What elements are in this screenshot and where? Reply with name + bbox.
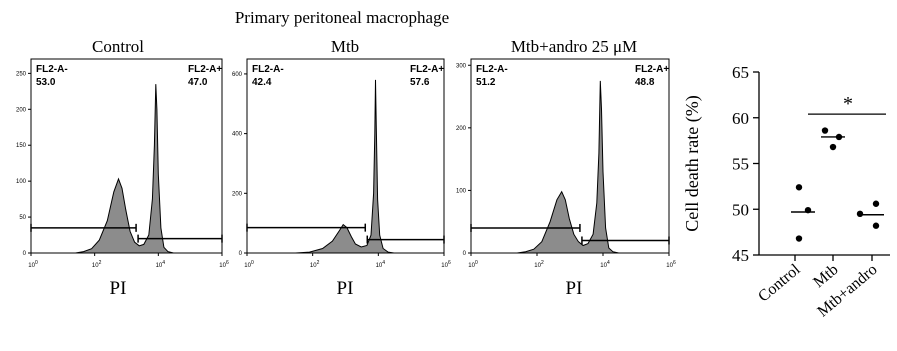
x-tick-exponent: 0: [251, 260, 254, 266]
data-point: [872, 200, 880, 207]
histogram-area: [75, 84, 174, 254]
gate-name-label: FL2-A+: [635, 64, 669, 75]
x-tick-label: 100: [28, 260, 38, 269]
x-tick-label: 100: [244, 260, 254, 269]
x-tick-base: 10: [534, 263, 541, 269]
x-tick-exponent: 0: [35, 260, 38, 266]
x-tick-label: 106: [666, 260, 676, 269]
y-tick-label: 45: [732, 246, 749, 265]
panel-title: Control: [92, 37, 144, 56]
y-tick-label: 50: [19, 215, 26, 221]
y-tick-label: 100: [16, 179, 27, 185]
y-tick-label: 50: [732, 200, 749, 219]
data-point: [821, 127, 829, 134]
data-point: [856, 210, 864, 218]
y-tick-label: 0: [23, 251, 27, 257]
x-tick-label: 100: [468, 260, 478, 269]
gate-value-label: 51.2: [476, 77, 496, 88]
x-tick-exponent: 4: [382, 260, 385, 266]
x-tick-exponent: 2: [541, 260, 544, 266]
x-tick-base: 10: [376, 263, 383, 269]
x-tick-exponent: 6: [673, 260, 676, 266]
panel-title: Mtb+andro 25 μM: [511, 37, 637, 56]
y-tick-label: 600: [232, 72, 243, 78]
x-tick-base: 10: [666, 263, 673, 269]
x-tick-base: 10: [156, 263, 163, 269]
data-point: [872, 222, 880, 229]
data-point: [795, 235, 803, 242]
y-tick-label: 250: [16, 71, 27, 77]
x-tick-base: 10: [310, 263, 317, 269]
y-tick-label: 0: [463, 251, 467, 257]
y-tick-label: 200: [456, 126, 467, 132]
gate-name-label: FL2-A-: [252, 64, 284, 75]
x-axis-label: PI: [337, 278, 354, 299]
x-tick-base: 10: [28, 263, 35, 269]
x-tick-label: 104: [600, 260, 610, 269]
x-tick-label: 102: [92, 260, 102, 269]
x-tick-exponent: 4: [607, 260, 610, 266]
gate-value-label: 42.4: [252, 77, 272, 88]
y-axis-label: Cell death rate (%): [682, 95, 703, 231]
x-axis-label: PI: [110, 278, 127, 299]
x-tick-base: 10: [92, 263, 99, 269]
histogram-panel: Mtb+andro 25 μMFL2-A-51.2FL2-A+48.801002…: [456, 37, 676, 299]
gate-name-label: FL2-A-: [476, 64, 508, 75]
y-tick-label: 55: [732, 155, 749, 174]
y-tick-label: 400: [232, 132, 243, 138]
gate-value-label: 53.0: [36, 77, 56, 88]
x-tick-exponent: 4: [162, 260, 165, 266]
x-tick-base: 10: [441, 263, 448, 269]
gate-value-label: 48.8: [635, 77, 655, 88]
gate-value-label: 57.6: [410, 77, 430, 88]
y-tick-label: 200: [16, 107, 27, 113]
plot-frame: [30, 58, 223, 254]
x-tick-base: 10: [219, 263, 226, 269]
category-label: Control: [755, 261, 804, 306]
x-tick-base: 10: [244, 263, 251, 269]
gate-name-label: FL2-A+: [410, 64, 444, 75]
x-tick-exponent: 2: [317, 260, 320, 266]
x-tick-label: 104: [156, 260, 166, 269]
x-tick-base: 10: [468, 263, 475, 269]
y-tick-label: 150: [16, 143, 27, 149]
x-tick-exponent: 6: [226, 260, 229, 266]
x-tick-exponent: 6: [448, 260, 451, 266]
x-tick-label: 102: [310, 260, 320, 269]
x-tick-label: 106: [219, 260, 229, 269]
y-tick-label: 0: [239, 251, 243, 257]
gate-value-label: 47.0: [188, 77, 208, 88]
panel-title: Mtb: [331, 37, 359, 56]
category-label: Mtb: [810, 261, 841, 291]
x-tick-label: 106: [441, 260, 451, 269]
figure-title: Primary peritoneal macrophage: [235, 8, 449, 27]
y-tick-label: 200: [232, 191, 243, 197]
plot-frame: [470, 58, 670, 254]
x-tick-exponent: 2: [99, 260, 102, 266]
data-point: [829, 143, 837, 151]
gate-name-label: FL2-A-: [36, 64, 68, 75]
histogram-panels: ControlFL2-A-53.0FL2-A+47.00501001502002…: [16, 37, 676, 299]
y-tick-label: 100: [456, 188, 467, 194]
histogram-panel: ControlFL2-A-53.0FL2-A+47.00501001502002…: [16, 37, 229, 299]
y-tick-label: 60: [732, 109, 749, 128]
x-tick-base: 10: [600, 263, 607, 269]
x-tick-label: 104: [376, 260, 386, 269]
y-tick-label: 300: [456, 63, 467, 69]
histogram-area: [517, 80, 619, 254]
plot-frame: [246, 58, 445, 254]
data-point: [795, 184, 803, 191]
x-tick-label: 102: [534, 260, 544, 269]
x-tick-exponent: 0: [475, 260, 478, 266]
x-axis-label: PI: [566, 278, 583, 299]
gate-name-label: FL2-A+: [188, 64, 222, 75]
y-tick-label: 65: [732, 63, 749, 82]
significance-marker: *: [843, 93, 853, 115]
